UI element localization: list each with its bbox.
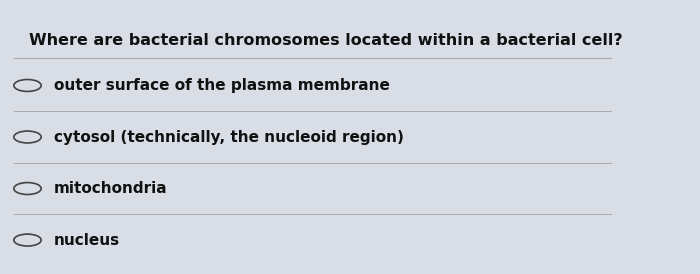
Text: mitochondria: mitochondria: [54, 181, 168, 196]
Text: cytosol (technically, the nucleoid region): cytosol (technically, the nucleoid regio…: [54, 130, 404, 144]
Text: outer surface of the plasma membrane: outer surface of the plasma membrane: [54, 78, 390, 93]
Text: nucleus: nucleus: [54, 233, 120, 248]
Text: Where are bacterial chromosomes located within a bacterial cell?: Where are bacterial chromosomes located …: [29, 33, 623, 48]
